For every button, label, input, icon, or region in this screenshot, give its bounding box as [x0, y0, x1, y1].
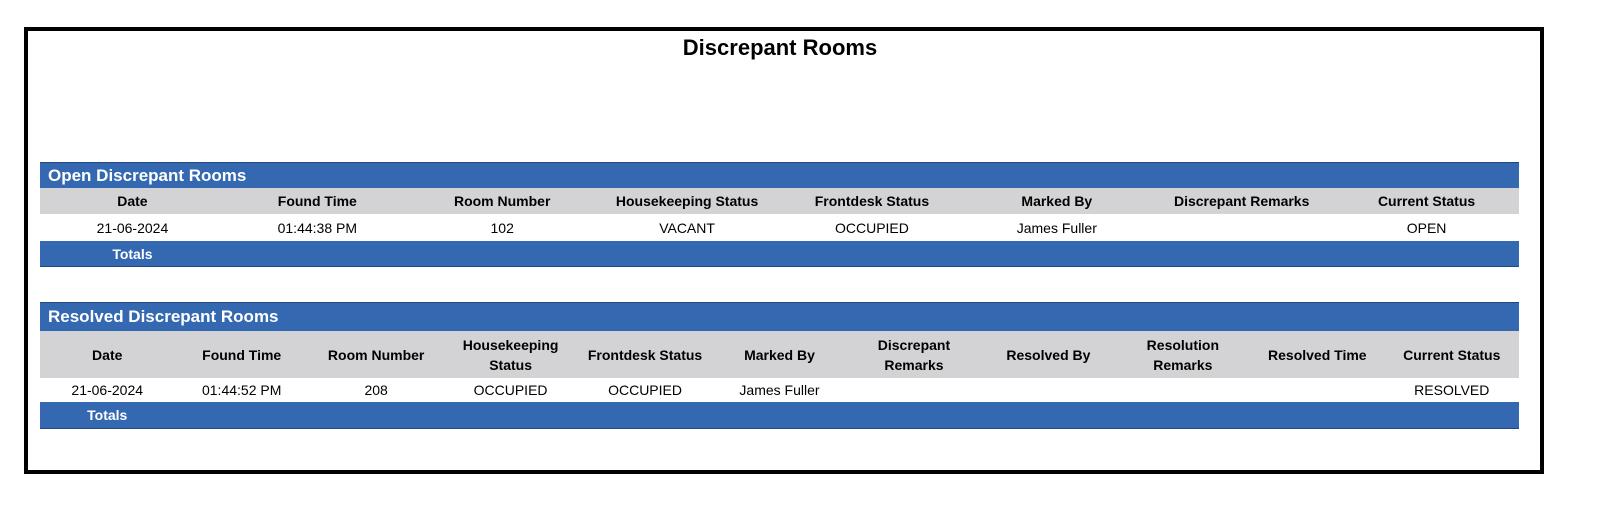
table-cell: 21-06-2024 [71, 382, 144, 398]
table-cell: RESOLVED [1414, 382, 1490, 398]
column-header: Housekeeping Status [594, 188, 780, 214]
table-cell: 01:44:38 PM [277, 219, 357, 236]
column-header: Frontdesk Status [577, 331, 713, 378]
table-cell [981, 378, 1115, 402]
section-title: Open Discrepant Rooms [40, 162, 1519, 188]
table-cell: OCCUPIED [834, 219, 909, 236]
column-header: Current Status [1334, 188, 1519, 214]
table-cell [1149, 214, 1334, 241]
totals-label: Totals [40, 241, 225, 267]
section-title: Resolved Discrepant Rooms [40, 302, 1519, 331]
table-row: 21-06-2024 01:44:38 PM 102 VACANT OCCUPIED Ja… [40, 214, 1519, 241]
table-cell [1116, 378, 1250, 402]
column-header: Resolved Time [1250, 331, 1385, 378]
table-cell: OCCUPIED [473, 382, 548, 398]
column-header: Resolved By [981, 331, 1116, 378]
section-header: Resolved Discrepant Rooms [40, 302, 1519, 331]
column-header: Frontdesk Status [779, 188, 965, 214]
table-cell: 01:44:52 PM [201, 382, 282, 398]
table-row: 21-06-2024 01:44:52 PM 208 OCCUPIED OCCUPIED… [40, 378, 1519, 402]
resolved-discrepant-rooms-table: Resolved Discrepant Rooms Date Found Time R… [40, 302, 1519, 429]
table-cell: 208 [364, 382, 388, 398]
column-header: Discrepant Remarks [1149, 188, 1335, 214]
section-header: Open Discrepant Rooms [40, 162, 1519, 188]
column-header: Marked By [964, 188, 1150, 214]
column-header: Found Time [174, 331, 309, 378]
table-cell: James Fuller [739, 382, 820, 398]
table-cell: James Fuller [1016, 219, 1097, 236]
column-header: Room Number [308, 331, 444, 378]
column-header: Marked By [712, 331, 847, 378]
column-header-row: Date Found Time Room Number Housekeeping St… [40, 331, 1519, 378]
column-header: Room Number [409, 188, 595, 214]
totals-label: Totals [40, 402, 175, 429]
column-header: Resolution Remarks [1115, 331, 1251, 378]
table-cell: OCCUPIED [608, 382, 682, 398]
report-frame [24, 27, 1544, 474]
column-header: Found Time [224, 188, 410, 214]
column-header: Housekeeping Status [443, 331, 578, 378]
column-header: Date [40, 331, 175, 378]
table-cell: 21-06-2024 [96, 219, 169, 236]
table-cell: VACANT [659, 219, 715, 236]
table-cell: 102 [490, 219, 514, 236]
column-header-row: Date Found Time Room Number Housekeeping St… [40, 188, 1519, 214]
totals-row: Totals [40, 241, 1519, 267]
table-cell [847, 378, 981, 402]
totals-row: Totals [40, 402, 1519, 429]
table-cell [1250, 378, 1384, 402]
open-discrepant-rooms-table: Open Discrepant Rooms Date Found Time Room … [40, 162, 1519, 267]
column-header: Date [40, 188, 225, 214]
column-header: Discrepant Remarks [846, 331, 982, 378]
report-title: Discrepant Rooms [682, 35, 878, 60]
column-header: Current Status [1384, 331, 1519, 378]
table-cell: OPEN [1406, 219, 1447, 236]
